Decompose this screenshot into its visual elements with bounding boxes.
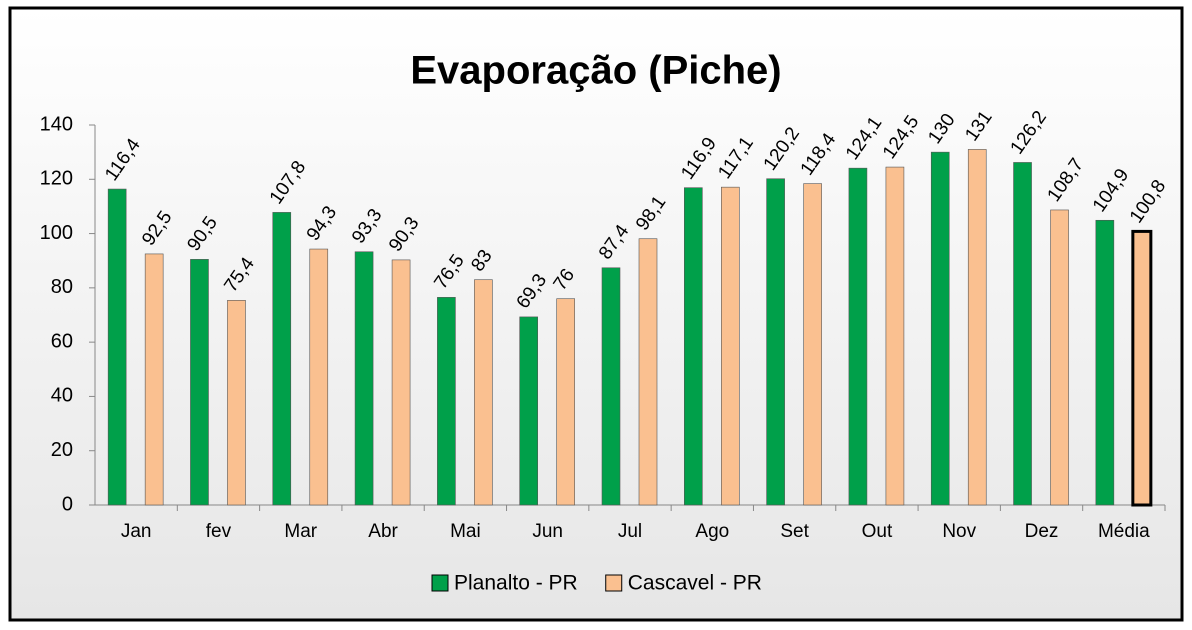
y-tick-label: 60 — [51, 330, 73, 352]
bar — [354, 251, 374, 506]
x-tick-label: Mar — [284, 521, 317, 542]
bar — [766, 178, 785, 506]
y-tick-label: 40 — [51, 385, 73, 407]
bar — [848, 167, 868, 506]
legend-label: Cascavel - PR — [628, 572, 762, 595]
bar — [1095, 219, 1115, 506]
bar — [227, 300, 246, 506]
x-tick-label: Jan — [121, 521, 152, 542]
bar — [144, 253, 164, 506]
y-tick-label: 20 — [51, 439, 73, 461]
legend-swatch — [431, 574, 449, 592]
y-tick-label: 0 — [62, 493, 73, 515]
bar — [885, 166, 905, 506]
bar — [391, 259, 411, 506]
chart-frame — [8, 6, 1184, 622]
x-tick-label: Ago — [695, 521, 729, 542]
x-tick-label: Média — [1098, 521, 1150, 542]
x-tick-label: Set — [780, 521, 809, 542]
legend-swatch — [605, 574, 623, 592]
bar — [930, 151, 950, 506]
bar — [190, 259, 209, 506]
bar — [601, 267, 621, 506]
x-tick-label: Dez — [1025, 521, 1059, 542]
x-tick-label: Jul — [618, 521, 642, 542]
y-tick-label: 80 — [51, 276, 73, 298]
y-tick-label: 120 — [40, 168, 73, 190]
bar — [556, 298, 575, 506]
bar — [437, 297, 456, 506]
x-tick-label: Jun — [532, 521, 563, 542]
bar — [107, 188, 127, 506]
x-tick-label: Out — [862, 521, 893, 542]
bar — [684, 187, 703, 506]
bar — [1131, 229, 1153, 507]
y-tick-label: 140 — [40, 113, 73, 135]
bar — [309, 248, 329, 506]
x-tick-label: Abr — [368, 521, 398, 542]
bar — [721, 186, 740, 506]
bar — [967, 149, 987, 506]
bar — [638, 238, 658, 506]
bar — [803, 183, 822, 506]
x-tick-label: Mai — [450, 521, 481, 542]
y-tick-label: 100 — [40, 222, 73, 244]
bar — [1050, 209, 1069, 506]
bar — [272, 212, 292, 506]
chart-title: Evaporação (Piche) — [410, 49, 781, 93]
bar — [474, 279, 493, 506]
bar — [519, 316, 538, 506]
x-tick-label: Nov — [942, 521, 976, 542]
x-tick-label: fev — [206, 521, 232, 542]
bar — [1013, 162, 1032, 506]
legend-label: Planalto - PR — [454, 572, 578, 595]
